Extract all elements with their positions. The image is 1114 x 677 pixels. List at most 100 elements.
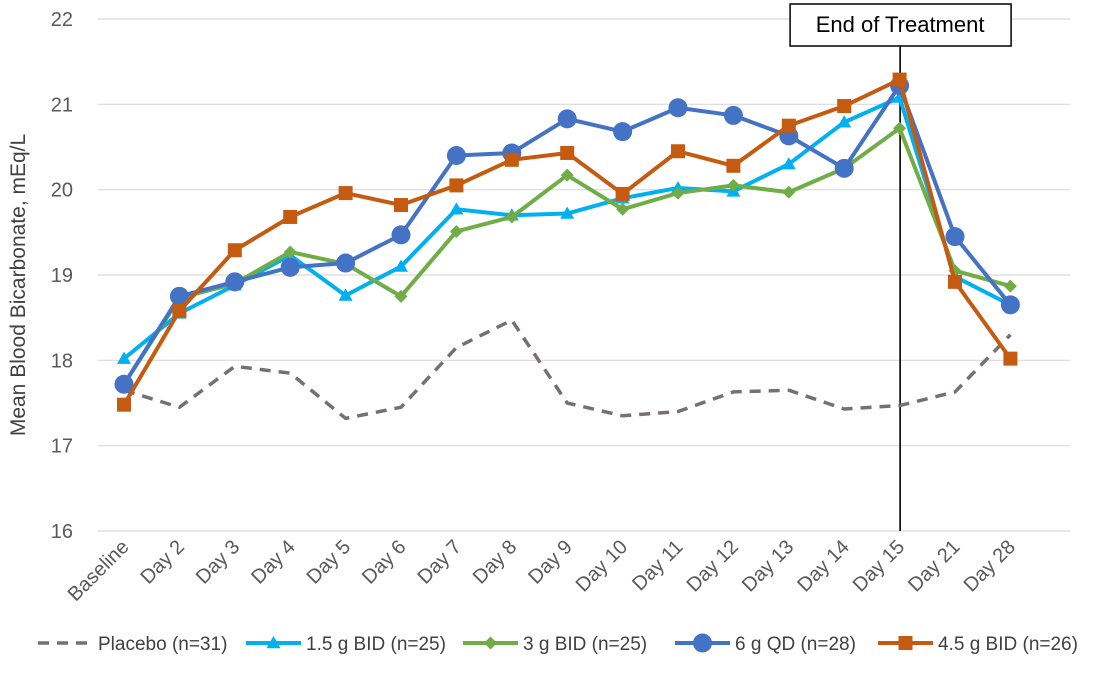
data-point: [671, 144, 685, 159]
data-point: [945, 227, 965, 247]
data-point: [338, 186, 353, 201]
x-tick-label: Day 3: [192, 536, 245, 589]
data-point: [615, 186, 630, 201]
legend-item: 6 g QD (n=28): [675, 633, 856, 655]
y-tick-label: 16: [51, 521, 73, 543]
legend-label: Placebo (n=31): [98, 634, 227, 655]
x-tick-label: Day 7: [413, 536, 466, 589]
data-point: [723, 105, 743, 125]
x-tick-label: Day 15: [849, 536, 909, 596]
series-line: [122, 95, 1012, 361]
x-tick-label: Day 4: [247, 536, 300, 589]
x-tick-label: Day 2: [136, 536, 189, 589]
data-point: [172, 303, 187, 318]
series-4: [117, 72, 1018, 412]
data-point: [446, 146, 466, 166]
data-point: [114, 374, 134, 394]
data-point: [1003, 279, 1017, 293]
data-point: [338, 288, 353, 301]
data-point: [893, 121, 907, 135]
series-3: [114, 76, 1020, 394]
series-line: [122, 77, 1013, 406]
data-point: [834, 158, 854, 178]
data-point: [225, 272, 245, 292]
annotations: End of Treatment: [789, 3, 1012, 531]
y-tick-label: 17: [51, 436, 73, 458]
x-tick-label: Day 21: [904, 536, 964, 596]
y-tick-label: 18: [51, 350, 73, 372]
data-point: [948, 274, 962, 289]
data-point: [560, 206, 575, 219]
data-point: [449, 224, 463, 238]
data-point: [560, 168, 574, 182]
series-line: [122, 126, 1011, 386]
data-point: [394, 198, 408, 213]
x-tick-label: Day 13: [738, 536, 798, 596]
data-point: [726, 178, 740, 192]
y-tick-label: 21: [51, 94, 73, 116]
x-tick-label: Day 5: [303, 536, 356, 589]
data-point: [1000, 295, 1020, 315]
y-tick-label: 19: [51, 265, 73, 287]
series-line: [123, 318, 1012, 421]
data-point: [668, 98, 688, 118]
data-point: [391, 225, 411, 245]
x-tick-label: Day 6: [358, 536, 411, 589]
data-point: [280, 257, 300, 277]
data-point: [616, 202, 630, 216]
x-tick-label: Baseline: [64, 536, 134, 606]
y-tick-label: 22: [51, 9, 73, 31]
data-point: [557, 109, 577, 129]
data-point: [227, 243, 242, 258]
x-tick-label: Day 12: [683, 536, 743, 596]
legend-label: 4.5 g BID (n=26): [938, 634, 1078, 655]
legend-item: 1.5 g BID (n=25): [246, 634, 446, 655]
data-point: [484, 636, 497, 650]
data-point: [781, 157, 796, 170]
x-tick-label: Day 11: [628, 536, 687, 595]
data-point: [449, 202, 464, 215]
x-tick-label: Day 28: [960, 536, 1020, 596]
data-point: [449, 178, 464, 193]
data-point: [394, 289, 408, 303]
data-point: [837, 99, 852, 114]
legend-item: Placebo (n=31): [38, 634, 227, 655]
legend-label: 3 g BID (n=25): [523, 634, 647, 655]
series: [114, 72, 1020, 421]
data-point: [283, 245, 297, 259]
x-tick-label: Day 10: [572, 536, 632, 596]
y-axis-ticks: 16 17 18 19 20 21 22: [51, 9, 73, 543]
x-tick-label: Day 8: [469, 536, 522, 589]
annotation-label: End of Treatment: [816, 12, 985, 37]
legend: Placebo (n=31) 1.5 g BID (n=25) 3 g BID (n…: [38, 633, 1078, 655]
legend-label: 1.5 g BID (n=25): [306, 634, 446, 655]
data-point: [266, 636, 281, 649]
legend-item: 3 g BID (n=25): [463, 634, 647, 655]
y-tick-label: 20: [51, 180, 73, 202]
data-point: [892, 72, 907, 87]
series-2: [117, 121, 1017, 391]
data-point: [394, 259, 408, 272]
data-point: [613, 122, 633, 142]
x-axis-ticks: Baseline Day 2 Day 3 Day 4 Day 5 Day 6 Day 7 Da…: [64, 536, 1020, 606]
data-point: [169, 286, 189, 306]
gridlines: [98, 18, 1070, 532]
data-point: [693, 633, 712, 653]
series-1: [117, 90, 1018, 364]
data-point: [505, 210, 519, 224]
data-point: [336, 253, 356, 273]
legend-item: 4.5 g BID (n=26): [878, 634, 1078, 655]
data-point: [283, 209, 298, 224]
data-point: [837, 115, 852, 128]
legend-label: 6 g QD (n=28): [735, 634, 856, 655]
data-point: [560, 145, 575, 160]
x-tick-label: Day 9: [524, 536, 577, 589]
y-axis-title: Mean Blood Bicarbonate, mEq/L: [7, 134, 30, 436]
data-point: [1003, 351, 1018, 366]
annotation-box: [789, 3, 1012, 47]
x-tick-label: Day 14: [793, 536, 853, 596]
data-point: [671, 186, 685, 200]
data-point: [117, 351, 131, 364]
